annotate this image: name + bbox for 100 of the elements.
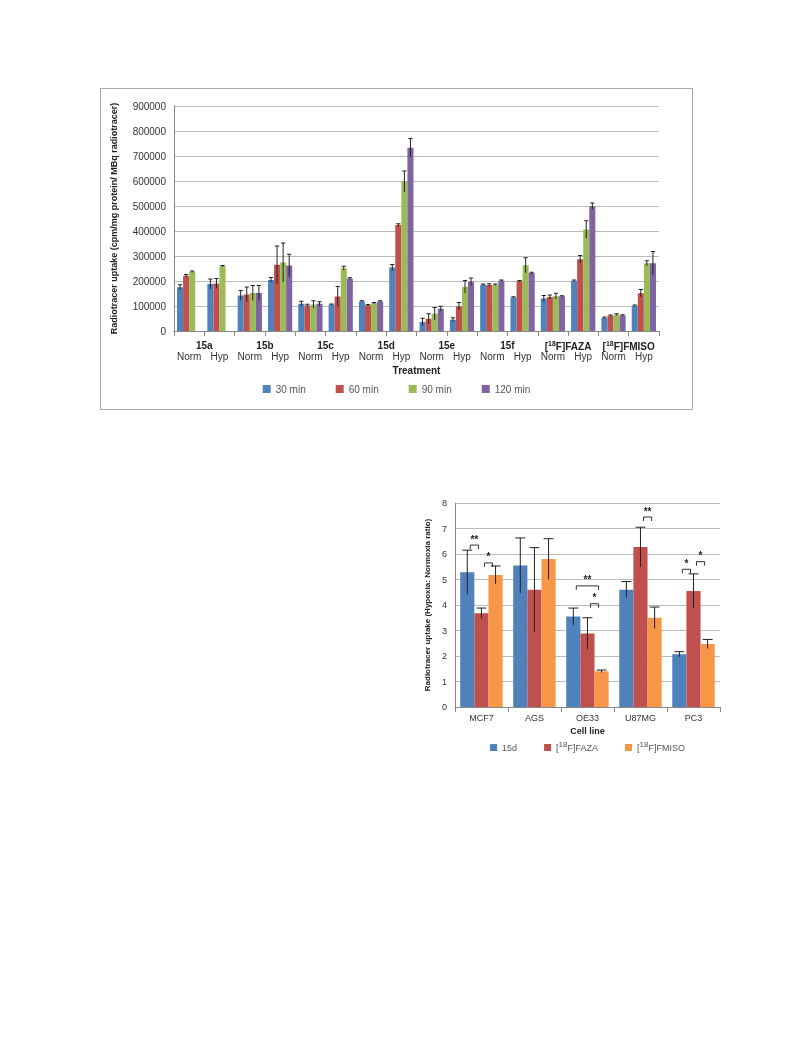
- y-tick-label: 0: [441, 702, 447, 712]
- text: 15c: [317, 339, 335, 351]
- y-tick-label: 8: [441, 498, 447, 508]
- bar: [633, 547, 648, 707]
- bar: [607, 315, 614, 331]
- bar: [513, 565, 528, 707]
- x-tick-label: Hyp: [210, 350, 229, 362]
- y-tick-label: 700000: [132, 150, 167, 162]
- y-tick-label: 600000: [132, 175, 167, 187]
- bar: [243, 294, 250, 331]
- bar: [267, 280, 275, 331]
- x-tick-label: Norm: [480, 350, 505, 362]
- bar: [255, 293, 262, 331]
- bar: [672, 654, 687, 707]
- bar: [364, 305, 372, 331]
- bar: [541, 559, 556, 707]
- bar: [183, 275, 190, 331]
- text: 15f: [500, 339, 516, 351]
- annotation: **: [470, 533, 479, 545]
- bar: [249, 293, 256, 331]
- bar: [522, 265, 529, 331]
- y-tick-label: 6: [441, 549, 447, 559]
- x-axis-title: Cell line: [570, 726, 605, 737]
- text: 15d: [377, 339, 395, 351]
- bar: [213, 283, 220, 331]
- annotation: *: [684, 557, 689, 569]
- x-tick-label: Norm: [298, 350, 323, 362]
- y-axis-title: Radiotracer uptake (Hypoxia: Normoxia ratio): [422, 518, 432, 692]
- x-tick-label: OE33: [575, 712, 599, 723]
- bar: [310, 304, 317, 331]
- bar: [449, 319, 456, 331]
- bar: [700, 644, 715, 707]
- bar: [552, 296, 559, 331]
- y-tick-label: 7: [441, 523, 447, 534]
- text: 15b: [256, 339, 274, 351]
- bar: [589, 206, 596, 331]
- annotation: **: [583, 574, 592, 586]
- bar: [304, 305, 311, 331]
- x-tick-label: Hyp: [634, 350, 654, 362]
- x-tick-label: Norm: [237, 350, 263, 362]
- bar: [461, 286, 469, 331]
- bar: [613, 314, 620, 331]
- bar: [401, 181, 408, 331]
- x-tick-label: Hyp: [392, 350, 411, 362]
- bar: [340, 268, 347, 331]
- x-tick-label: Norm: [176, 350, 202, 362]
- x-tick-label: Norm: [419, 350, 444, 362]
- bar: [631, 305, 638, 331]
- bar: [371, 303, 378, 331]
- x-tick-label: PC3: [684, 712, 703, 723]
- bar: [207, 284, 214, 331]
- bar: [546, 297, 553, 331]
- annotation: **: [643, 505, 652, 517]
- y-tick-label: 400000: [132, 225, 167, 237]
- x-tick-label: Hyp: [331, 350, 351, 362]
- legend-label: 60 min: [348, 383, 379, 395]
- text: 15e: [438, 339, 456, 351]
- bar: [389, 267, 396, 331]
- bar: [516, 281, 523, 331]
- bar: [601, 317, 608, 331]
- bar: [527, 589, 542, 707]
- bar: [580, 633, 595, 707]
- bar: [468, 281, 475, 331]
- x-tick-label: Hyp: [574, 350, 593, 362]
- y-tick-label: 4: [441, 600, 447, 610]
- legend-label: 90 min: [421, 383, 452, 395]
- legend-label: 30 min: [275, 383, 306, 395]
- bar: [686, 590, 701, 707]
- annotation: *: [486, 551, 491, 563]
- bar: [643, 263, 650, 331]
- y-tick-label: 3: [441, 625, 447, 636]
- y-tick-label: 2: [441, 651, 447, 661]
- bar: [583, 229, 590, 331]
- bar: [316, 303, 323, 331]
- bar: [328, 304, 335, 331]
- bar: [619, 315, 626, 331]
- x-tick-label: U87MG: [624, 712, 656, 723]
- x-tick-label: Hyp: [513, 350, 532, 362]
- y-tick-label: 300000: [132, 250, 167, 262]
- bar: [480, 284, 487, 331]
- bar: [460, 572, 475, 707]
- bar: [189, 271, 196, 331]
- x-axis-title: Treatment: [392, 365, 442, 377]
- bar: [486, 285, 493, 331]
- bar: [358, 301, 365, 331]
- x-tick-label: AGS: [524, 712, 544, 723]
- bar: [455, 306, 462, 331]
- bar: [619, 589, 634, 707]
- bar: [407, 147, 414, 331]
- annotation: *: [698, 550, 703, 562]
- legend-label: 15d: [502, 742, 518, 753]
- text: 15a: [195, 339, 214, 351]
- annotation: *: [592, 592, 597, 604]
- y-tick-label: 1: [441, 676, 447, 687]
- bar: [492, 284, 499, 331]
- bar: [637, 293, 644, 331]
- y-tick-label: 100000: [132, 300, 167, 312]
- y-tick-label: 900000: [132, 100, 167, 112]
- y-tick-label: 5: [441, 574, 447, 585]
- bar: [647, 617, 662, 707]
